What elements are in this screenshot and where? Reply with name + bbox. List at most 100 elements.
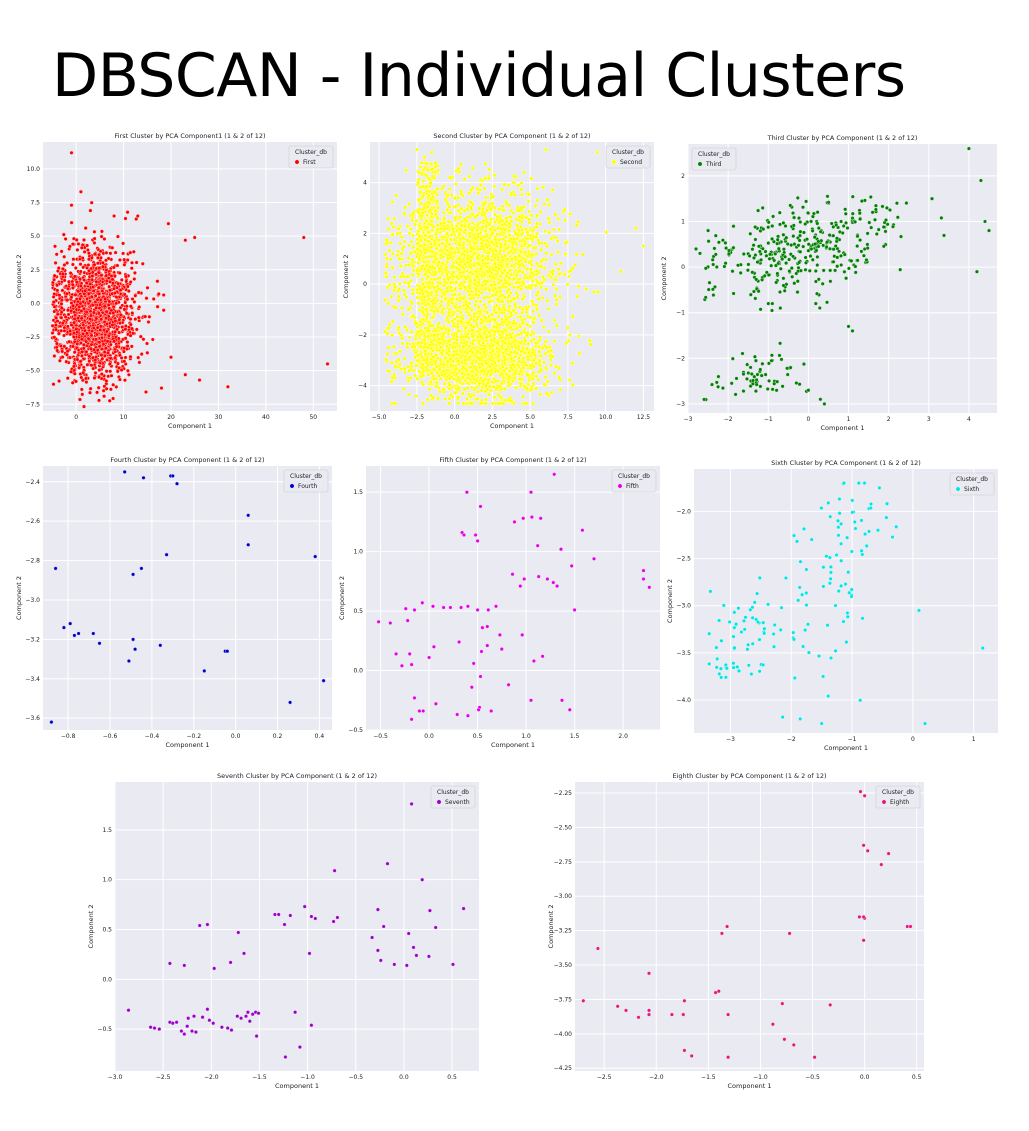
scatter-point	[76, 241, 81, 246]
scatter-point	[449, 193, 454, 198]
scatter-point	[65, 286, 70, 291]
scatter-point	[145, 285, 150, 290]
scatter-point	[325, 361, 330, 366]
scatter-point	[421, 179, 426, 183]
scatter-point	[539, 264, 544, 269]
scatter-point	[543, 374, 548, 379]
scatter-point	[135, 214, 140, 218]
scatter-point	[113, 329, 118, 334]
scatter-point	[102, 394, 107, 399]
scatter-point	[71, 257, 76, 262]
scatter-point	[117, 271, 122, 275]
scatter-point	[95, 390, 100, 395]
scatter-point	[514, 351, 519, 356]
scatter-point	[69, 203, 74, 208]
scatter-point	[476, 262, 481, 267]
scatter-point	[505, 322, 510, 327]
scatter-point	[509, 263, 514, 268]
scatter-point	[396, 226, 401, 231]
scatter-point	[418, 238, 423, 243]
scatter-point	[492, 206, 497, 210]
scatter-point	[535, 279, 540, 284]
scatter-point	[476, 305, 481, 310]
scatter-point	[529, 270, 534, 275]
scatter-point	[104, 386, 109, 391]
scatter-point	[59, 249, 64, 254]
scatter-point	[102, 350, 107, 354]
scatter-point	[89, 255, 94, 260]
scatter-point	[79, 387, 84, 392]
scatter-point	[115, 369, 120, 374]
scatter-point	[60, 355, 65, 360]
scatter-point	[151, 297, 156, 301]
scatter-point	[441, 210, 446, 215]
scatter-point	[92, 240, 97, 245]
scatter-point	[514, 311, 518, 315]
scatter-point	[79, 308, 84, 313]
x-axis-label: Component 1	[168, 422, 212, 430]
scatter-point	[523, 250, 528, 255]
scatter-point	[591, 289, 596, 294]
scatter-point	[100, 289, 105, 293]
scatter-point	[447, 387, 452, 391]
scatter-point	[435, 216, 440, 221]
scatter-point	[72, 274, 77, 279]
scatter-point	[544, 287, 548, 292]
scatter-point	[105, 322, 109, 326]
scatter-point	[126, 372, 131, 377]
scatter-point	[470, 221, 475, 225]
scatter-point	[479, 388, 484, 393]
scatter-point	[74, 237, 79, 242]
scatter-point	[125, 284, 130, 289]
y-axis-label: Component 2	[15, 255, 23, 299]
scatter-point	[433, 241, 437, 246]
scatter-point	[74, 280, 79, 285]
scatter-point	[524, 401, 529, 406]
scatter-point	[60, 321, 65, 325]
scatter-point	[90, 277, 94, 282]
scatter-point	[192, 235, 197, 240]
scatter-point	[453, 390, 457, 395]
scatter-point	[541, 275, 545, 279]
scatter-point	[92, 262, 97, 267]
scatter-point	[72, 350, 77, 355]
scatter-point	[540, 280, 544, 285]
scatter-point	[384, 256, 389, 261]
scatter-point	[506, 299, 511, 304]
scatter-point	[115, 234, 120, 239]
scatter-point	[491, 194, 496, 199]
scatter-point	[520, 192, 524, 197]
scatter-point	[89, 363, 94, 368]
scatter-point	[70, 282, 75, 287]
scatter-point	[459, 162, 464, 167]
scatter-point	[456, 328, 461, 333]
scatter-point	[71, 334, 76, 339]
scatter-point	[88, 281, 93, 286]
scatter-point	[409, 360, 414, 365]
scatter-point	[424, 307, 429, 312]
scatter-point	[413, 222, 418, 227]
scatter-point	[136, 355, 141, 360]
scatter-point	[85, 248, 90, 252]
scatter-point	[449, 285, 454, 290]
scatter-point	[100, 335, 104, 340]
scatter-point	[390, 265, 395, 270]
scatter-point	[86, 325, 91, 330]
scatter-point	[534, 261, 539, 266]
scatter-point	[502, 182, 507, 187]
scatter-point	[488, 372, 493, 377]
scatter-point	[553, 277, 557, 282]
scatter-point	[536, 297, 541, 302]
scatter-point	[454, 224, 459, 229]
scatter-point	[89, 313, 93, 318]
scatter-point	[123, 327, 128, 332]
scatter-point	[512, 296, 517, 301]
scatter-point	[131, 331, 136, 336]
scatter-point	[506, 183, 511, 188]
scatter-point	[508, 325, 513, 330]
scatter-point	[557, 366, 562, 371]
scatter-point	[81, 331, 86, 336]
scatter-point	[65, 324, 70, 329]
scatter-point	[67, 339, 72, 344]
scatter-point	[136, 315, 141, 320]
